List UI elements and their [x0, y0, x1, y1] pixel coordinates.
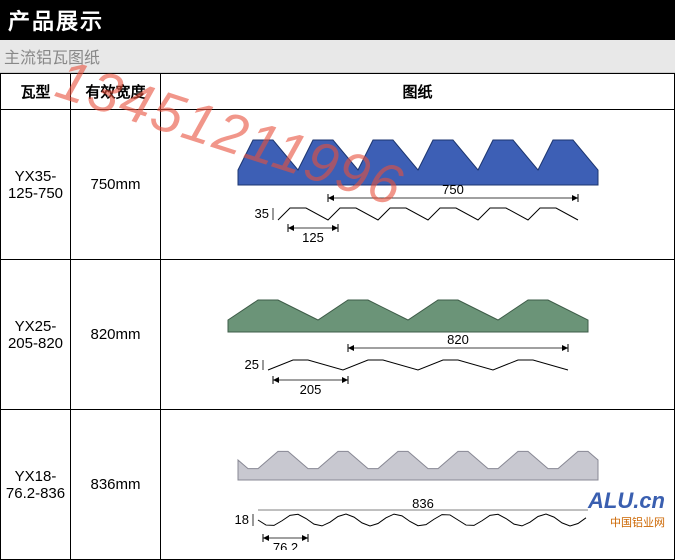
cell-drawing: 820 205 25 [161, 260, 675, 410]
table-header-row: 瓦型 有效宽度 图纸 [1, 74, 675, 110]
cell-width: 750mm [71, 110, 161, 260]
svg-text:25: 25 [244, 357, 258, 372]
svg-text:205: 205 [299, 382, 321, 397]
svg-text:35: 35 [254, 206, 268, 221]
brand-main: ALU.cn [588, 488, 665, 514]
svg-text:750: 750 [442, 182, 464, 197]
table-row: YX25-205-820 820mm 820 205 25 [1, 260, 675, 410]
svg-text:76.2: 76.2 [272, 540, 297, 550]
brand-sub: 中国铝业网 [588, 514, 665, 530]
col-header-type: 瓦型 [1, 74, 71, 110]
svg-text:18: 18 [234, 512, 248, 527]
profile-table: 瓦型 有效宽度 图纸 YX35-125-750 750mm 750 125 35… [0, 73, 675, 560]
table-row: YX18-76.2-836 836mm 836 76.2 18 [1, 410, 675, 560]
cell-type: YX35-125-750 [1, 110, 71, 260]
cell-drawing: 750 125 35 [161, 110, 675, 260]
header-bar: 产品展示 [0, 0, 675, 40]
subtitle: 主流铝瓦图纸 [0, 40, 675, 73]
svg-text:125: 125 [302, 230, 324, 245]
cell-width: 820mm [71, 260, 161, 410]
cell-drawing: 836 76.2 18 [161, 410, 675, 560]
table-row: YX35-125-750 750mm 750 125 35 [1, 110, 675, 260]
col-header-drawing: 图纸 [161, 74, 675, 110]
col-header-width: 有效宽度 [71, 74, 161, 110]
cell-type: YX25-205-820 [1, 260, 71, 410]
cell-type: YX18-76.2-836 [1, 410, 71, 560]
cell-width: 836mm [71, 410, 161, 560]
svg-text:820: 820 [447, 332, 469, 347]
brand-logo: ALU.cn 中国铝业网 [588, 488, 665, 530]
svg-text:836: 836 [412, 496, 434, 511]
